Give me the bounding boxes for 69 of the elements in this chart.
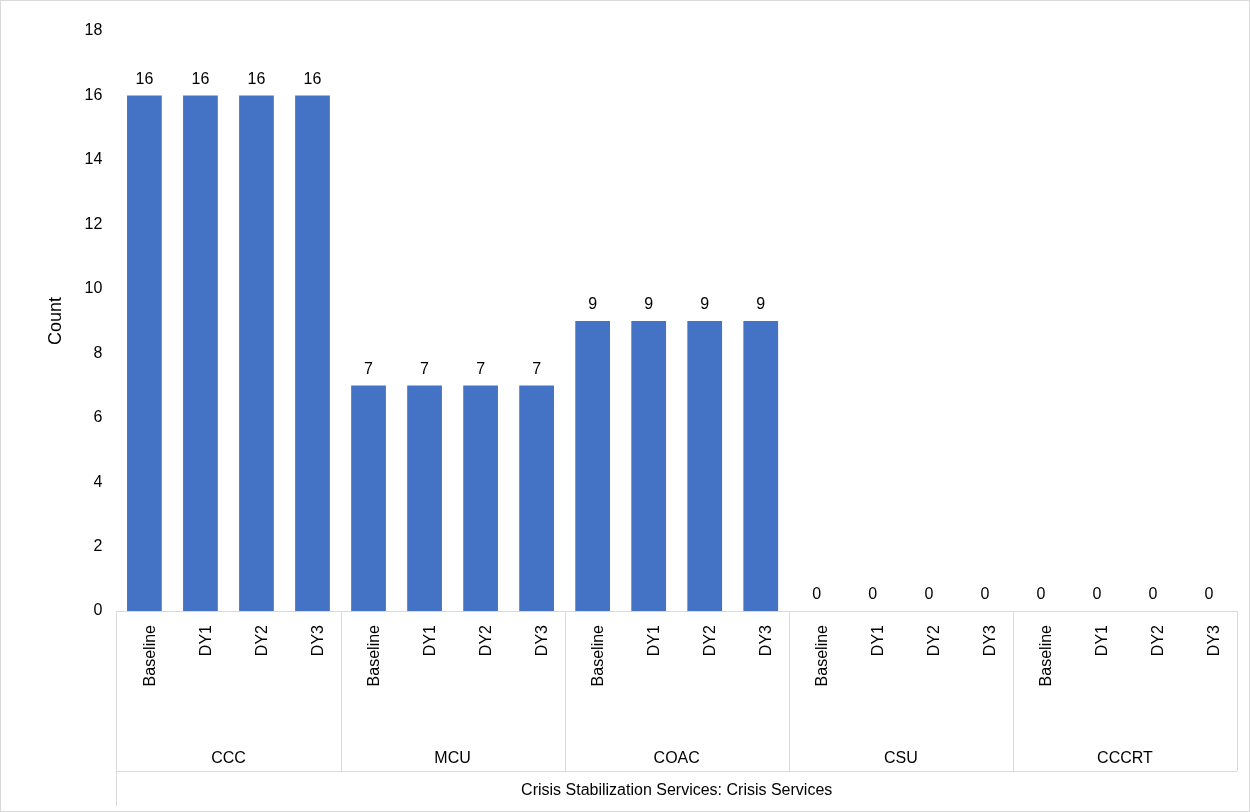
y-tick-label: 0 [93,601,103,619]
x-tick-label: DY2 [477,624,494,657]
data-label: 0 [1092,585,1102,603]
data-label: 16 [303,69,322,87]
data-label: 16 [247,69,266,87]
y-tick-label: 4 [93,472,103,490]
bar [463,385,498,611]
y-tick-label: 10 [84,279,103,297]
x-tick-label: DY1 [420,624,438,657]
x-tick-label: DY3 [1205,624,1223,657]
data-label: 0 [812,585,822,603]
data-label: 0 [1204,585,1214,603]
x-tick-label: DY2 [925,624,943,657]
y-tick-label: 8 [93,343,103,361]
data-label: 7 [476,359,486,377]
bar [575,321,611,611]
data-label: 9 [588,295,598,313]
data-label: 9 [700,295,710,313]
x-tick-label: DY2 [252,624,270,657]
x-tick-label: DY1 [196,624,214,657]
data-label: 16 [135,69,154,87]
bar [351,385,386,611]
x-tick-label: Baseline [1037,624,1055,687]
bar [407,385,442,611]
x-tick-label: DY2 [701,624,719,657]
y-tick-label: 16 [84,85,103,103]
x-tick-label: Baseline [589,624,607,687]
text: Crisis Stabilization Services: Crisis Services [521,781,833,799]
text: CSU [883,749,918,767]
x-tick-label: DY2 [1149,624,1167,657]
bar [295,95,330,611]
y-tick-label: 6 [93,408,103,426]
x-tick-label: Baseline [140,624,158,687]
text: MCU [434,749,471,767]
bar [743,321,779,611]
x-tick-label: Baseline [364,624,382,687]
text: COAC [653,749,700,767]
data-label: 0 [980,585,990,603]
data-label: 0 [1036,585,1046,603]
x-tick-label: DY3 [308,624,326,657]
bar [183,95,218,611]
x-tick-label: DY1 [869,624,887,657]
data-label: 0 [1148,585,1158,603]
y-tick-label: 2 [93,536,103,554]
data-label: 7 [532,359,542,377]
bar [127,95,162,611]
data-label: 7 [420,359,430,377]
text: CCC [211,749,246,767]
text: CCCRT [1097,749,1154,767]
x-tick-label: DY1 [1093,624,1111,657]
bar [239,95,274,611]
data-label: 9 [756,295,766,313]
x-tick-label: DY3 [981,624,999,657]
y-tick-label: 18 [84,21,103,39]
x-tick-label: Baseline [813,624,831,687]
x-tick-label: DY3 [533,624,551,657]
x-tick-label: DY1 [645,624,663,657]
y-tick-label: 12 [84,214,103,232]
bar [519,385,554,611]
data-label: 16 [191,69,210,87]
data-label: 9 [644,295,654,313]
y-axis-title: Count [44,296,65,346]
bar [687,321,723,611]
bar [631,321,667,611]
data-label: 7 [364,359,374,377]
data-label: 0 [868,585,878,603]
data-label: 0 [924,585,934,603]
y-tick-label: 14 [84,150,103,168]
x-tick-label: DY3 [757,624,775,657]
